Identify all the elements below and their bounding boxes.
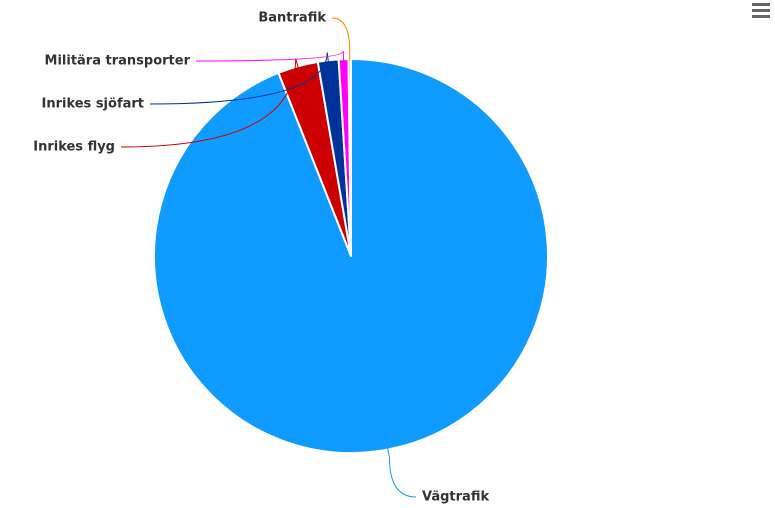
data-label: Inrikes sjöfart <box>41 97 144 112</box>
menu-button[interactable] <box>752 3 770 18</box>
menu-bar <box>752 15 770 18</box>
connector <box>149 52 329 105</box>
data-label: Militära transporter <box>45 54 191 69</box>
connector <box>387 447 417 498</box>
connector <box>331 17 351 62</box>
data-label: Inrikes flyg <box>33 140 115 155</box>
data-label: Vägtrafik <box>422 490 489 505</box>
data-label: Bantrafik <box>258 11 326 26</box>
connector <box>195 50 345 62</box>
menu-bar <box>752 3 770 6</box>
menu-bar <box>752 9 770 12</box>
connector <box>120 58 299 148</box>
